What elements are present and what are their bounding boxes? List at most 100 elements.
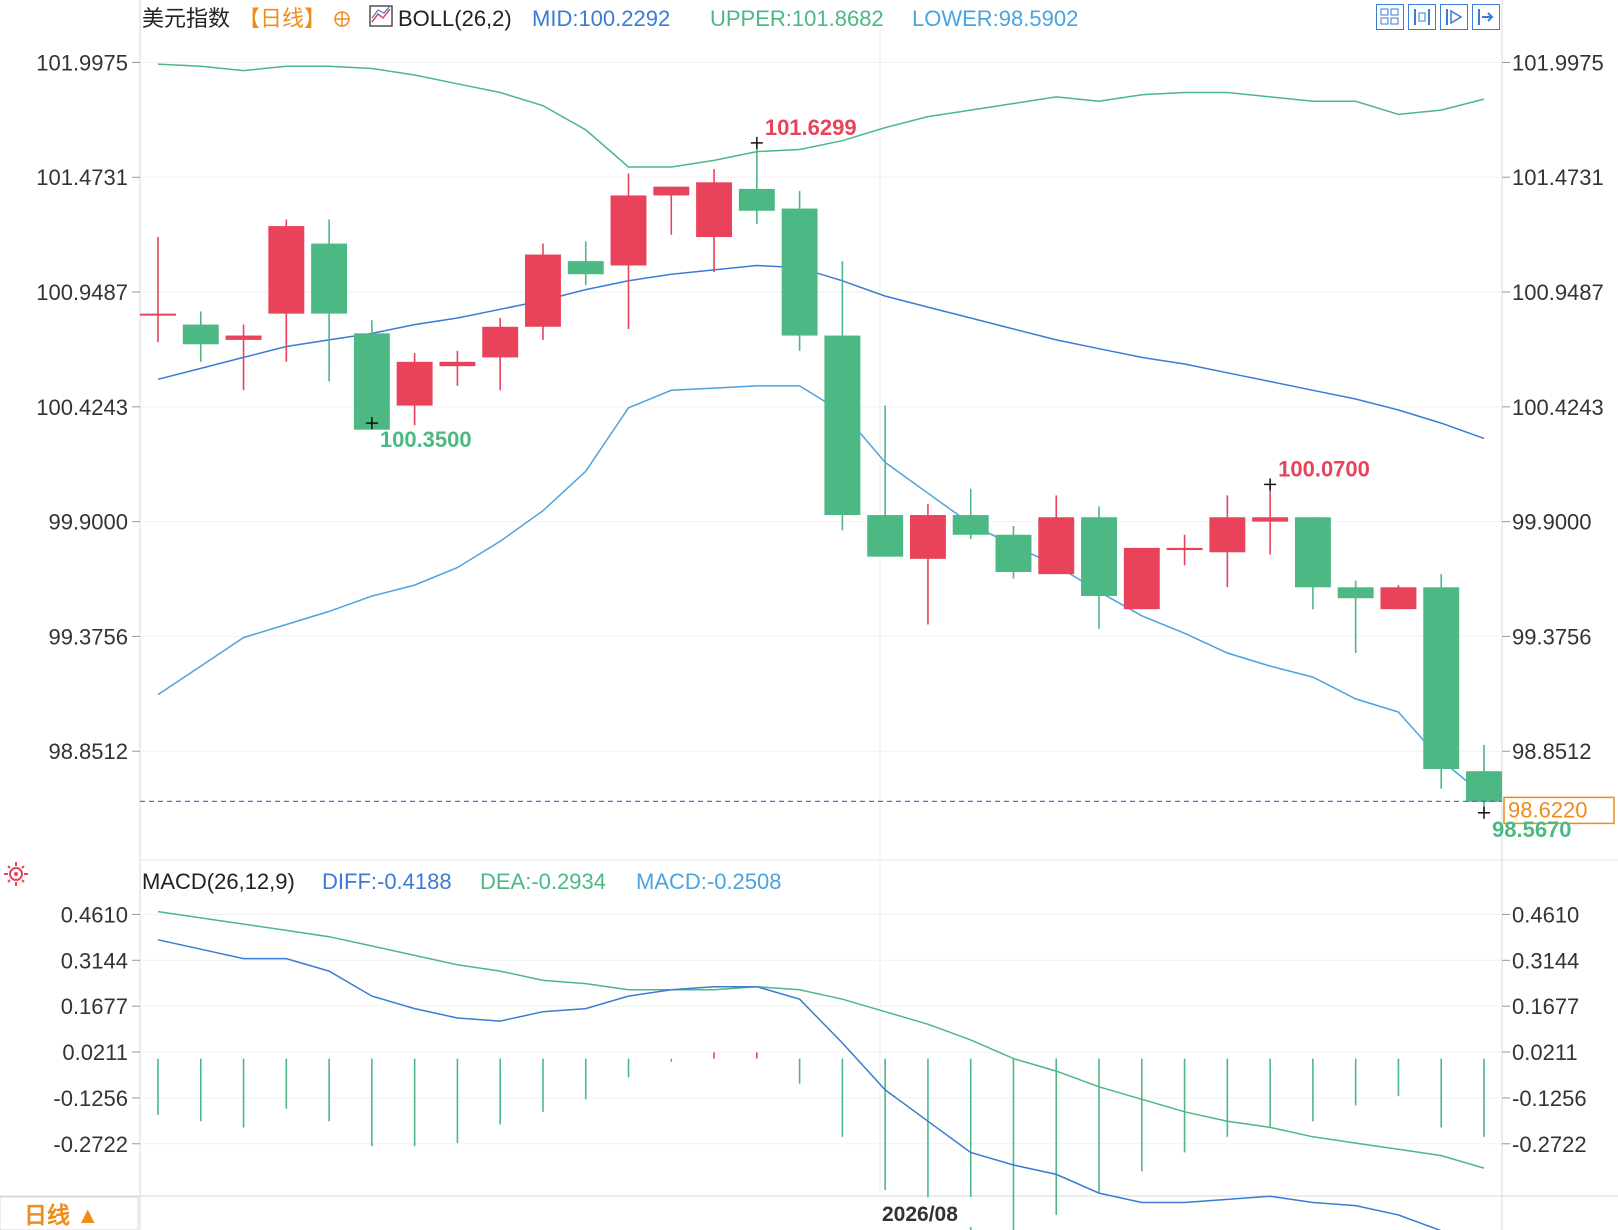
boll-upper-value: UPPER:101.8682 [710, 6, 884, 31]
jump-latest-button[interactable] [1472, 4, 1500, 30]
current-price-label: 98.6220 [1508, 797, 1588, 822]
right-macd-tick: 0.4610 [1512, 902, 1579, 927]
candle[interactable] [225, 324, 262, 391]
macd-lines [157, 910, 1485, 1230]
candle[interactable] [1123, 547, 1160, 610]
left-price-tick: 100.4243 [36, 395, 128, 420]
candle-body [696, 182, 733, 238]
add-indicator-icon[interactable] [334, 11, 350, 27]
candle[interactable] [1166, 534, 1203, 566]
right-price-tick: 100.9487 [1512, 280, 1604, 305]
right-price-tick: 99.3756 [1512, 624, 1592, 649]
candle[interactable] [1294, 517, 1331, 610]
left-macd-tick: 0.4610 [61, 902, 128, 927]
candle[interactable] [696, 169, 733, 273]
candle[interactable] [995, 526, 1032, 579]
candle-body [1038, 517, 1075, 575]
right-price-tick: 101.9975 [1512, 50, 1604, 75]
date-label-bg [878, 1197, 978, 1227]
left-macd-axis: 0.4610 0.3144 0.1677 0.0211 -0.1256 -0.2722 [53, 902, 140, 1157]
candle[interactable] [311, 219, 348, 382]
candle-body [182, 324, 219, 345]
candle[interactable] [482, 318, 519, 391]
candle-body [396, 361, 433, 406]
candle[interactable] [182, 311, 219, 362]
left-price-tick: 99.9000 [48, 510, 128, 535]
period-switch-button[interactable] [0, 1196, 139, 1230]
candle-body [439, 361, 476, 367]
candle-body [140, 313, 176, 316]
right-macd-tick: 0.0211 [1512, 1040, 1578, 1065]
extreme-markers [365, 136, 1490, 819]
right-macd-axis: 0.4610 0.3144 0.1677 0.0211 -0.1256 -0.2722 [1502, 902, 1587, 1157]
candle[interactable] [824, 261, 861, 531]
zoom-range-icon [1414, 9, 1430, 25]
candle[interactable] [1038, 495, 1075, 575]
candle[interactable] [1209, 495, 1246, 588]
candle-body [1209, 517, 1246, 553]
candle-body [268, 226, 305, 314]
candle[interactable] [781, 191, 818, 351]
macd-indicator-name[interactable]: MACD(26,12,9) [142, 869, 295, 894]
candle[interactable] [1252, 484, 1289, 555]
left-macd-tick: 0.3144 [61, 948, 128, 973]
zoom-range-button[interactable] [1408, 4, 1436, 30]
candle[interactable] [525, 243, 561, 340]
play-forward-button[interactable] [1440, 4, 1468, 30]
jump-latest-icon [1478, 9, 1494, 25]
candle[interactable] [952, 488, 989, 540]
candle-body [1380, 587, 1417, 610]
macd-diff-value: DIFF:-0.4188 [322, 869, 452, 894]
candle-body [995, 534, 1032, 572]
boll-lower-value: LOWER:98.5902 [912, 6, 1078, 31]
boll-indicator-name[interactable]: BOLL(26,2) [398, 6, 512, 31]
candle-body [567, 261, 604, 275]
macd-settings-icon[interactable] [4, 862, 28, 886]
crosshair-icon [1380, 8, 1399, 25]
period-label[interactable]: 【日线】 [238, 6, 326, 31]
candle-body [1294, 517, 1331, 588]
macd-dea-line [157, 910, 1485, 1169]
price-grid [140, 61, 1502, 752]
right-macd-tick: 0.3144 [1512, 948, 1579, 973]
candle[interactable] [439, 350, 476, 386]
candle[interactable] [1466, 744, 1502, 813]
candle[interactable] [140, 237, 176, 343]
annotation-low-2: 98.5670 [1492, 817, 1572, 842]
candle-body [1166, 547, 1203, 551]
crosshair-tool-button[interactable] [1376, 4, 1404, 30]
boll-upper-line [157, 63, 1485, 168]
candle-body [653, 186, 690, 196]
candle[interactable] [653, 186, 690, 235]
candle-body [482, 326, 519, 358]
candle[interactable] [1081, 506, 1117, 629]
candle-body [781, 208, 818, 336]
right-macd-tick: -0.2722 [1512, 1132, 1587, 1157]
boll-lower-line [157, 385, 1485, 796]
left-macd-tick: 0.0211 [62, 1040, 128, 1065]
boll-lines [157, 63, 1485, 796]
current-price-box [1503, 796, 1615, 825]
boll-chart-icon[interactable] [369, 5, 393, 27]
candle-body [1423, 587, 1460, 769]
candle[interactable] [353, 320, 390, 430]
candle-body [1081, 517, 1117, 597]
candle[interactable] [396, 353, 433, 426]
candle-body [1123, 547, 1160, 610]
candle[interactable] [268, 219, 305, 362]
candle-body [867, 515, 904, 557]
candle[interactable] [1423, 574, 1460, 789]
candle[interactable] [867, 405, 904, 557]
candle[interactable] [909, 504, 946, 625]
period-switch-label[interactable]: 日线 ▲ [24, 1202, 99, 1228]
candle[interactable] [567, 241, 604, 286]
candlestick-series[interactable] [140, 142, 1502, 813]
annotation-high-2: 100.0700 [1278, 456, 1370, 481]
candle[interactable] [610, 173, 647, 329]
candle[interactable] [1337, 580, 1374, 653]
candle-body [1252, 517, 1289, 522]
candle[interactable] [1380, 585, 1417, 610]
candle[interactable] [738, 142, 775, 224]
right-price-tick: 100.4243 [1512, 395, 1604, 420]
